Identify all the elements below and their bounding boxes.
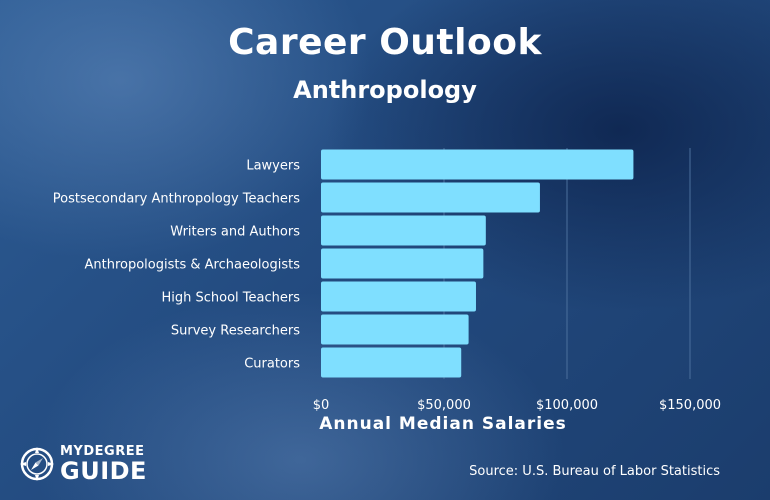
bar bbox=[321, 314, 469, 345]
category-label: Postsecondary Anthropology Teachers bbox=[53, 192, 300, 207]
chart-subtitle: Anthropology bbox=[293, 76, 477, 104]
category-label: Writers and Authors bbox=[170, 225, 300, 240]
category-label: High School Teachers bbox=[162, 291, 301, 306]
chart-title: Career Outlook bbox=[228, 22, 542, 63]
category-label: Curators bbox=[244, 357, 300, 372]
x-axis-label: Annual Median Salaries bbox=[319, 414, 567, 434]
logo-text-top: MYDEGREE bbox=[60, 444, 145, 459]
category-label: Survey Researchers bbox=[171, 324, 300, 339]
bar bbox=[321, 248, 484, 279]
mydegreeguide-logo[interactable]: MYDEGREE GUIDE bbox=[20, 443, 150, 487]
compass-icon bbox=[20, 447, 54, 481]
category-label: Lawyers bbox=[246, 159, 300, 174]
source-note: Source: U.S. Bureau of Labor Statistics bbox=[469, 464, 720, 479]
bar bbox=[321, 215, 486, 246]
x-tick-label: $50,000 bbox=[417, 398, 471, 413]
x-tick-label: $150,000 bbox=[659, 398, 721, 413]
logo-text-bottom: GUIDE bbox=[60, 457, 147, 485]
bar bbox=[321, 182, 540, 213]
x-tick-label: $100,000 bbox=[536, 398, 598, 413]
bar bbox=[321, 149, 634, 180]
category-label: Anthropologists & Archaeologists bbox=[85, 258, 301, 273]
x-tick-label: $0 bbox=[313, 398, 330, 413]
bar bbox=[321, 347, 462, 378]
bar bbox=[321, 281, 476, 312]
